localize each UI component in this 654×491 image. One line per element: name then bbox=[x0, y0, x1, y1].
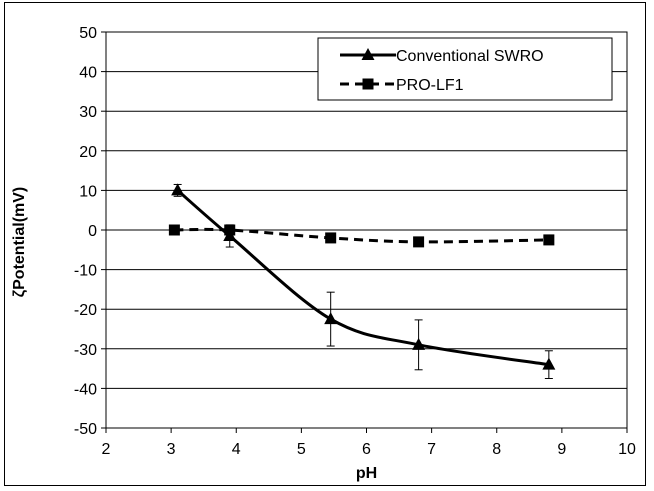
series-pro-lf1 bbox=[168, 224, 555, 248]
y-tick-label: -10 bbox=[74, 263, 97, 280]
x-tick-label: 4 bbox=[232, 441, 241, 458]
x-tick-label: 9 bbox=[557, 441, 566, 458]
y-tick-label: 0 bbox=[88, 223, 97, 240]
data-point bbox=[324, 312, 338, 325]
x-tick-label: 3 bbox=[167, 441, 176, 458]
data-point bbox=[543, 234, 555, 246]
data-point bbox=[412, 337, 426, 350]
data-point bbox=[171, 183, 185, 196]
y-tick-label: 50 bbox=[79, 25, 97, 42]
series-layer bbox=[168, 183, 556, 379]
legend-marker bbox=[361, 48, 375, 60]
tick-labels: 50 40 30 20 10 0 -10 -20 -30 -40 -50 2 3 4 5 6 7 8 9 10 bbox=[74, 25, 636, 458]
x-tick-label: 2 bbox=[102, 441, 111, 458]
y-tick-label: -50 bbox=[74, 421, 97, 438]
data-point bbox=[325, 232, 337, 244]
data-point bbox=[542, 357, 556, 370]
x-axis-title: pH bbox=[356, 465, 377, 482]
plot-area bbox=[105, 31, 628, 429]
y-tick-label: -40 bbox=[74, 381, 97, 398]
y-axis-title: ζPotential(mV) bbox=[11, 187, 28, 297]
legend-marker bbox=[362, 78, 374, 90]
y-tick-label: 10 bbox=[79, 183, 97, 200]
series-line bbox=[176, 189, 550, 367]
data-point bbox=[168, 224, 180, 236]
y-tick-label: 40 bbox=[79, 65, 97, 82]
series-line bbox=[174, 227, 549, 244]
x-tick-label: 8 bbox=[492, 441, 501, 458]
legend-label: Conventional SWRO bbox=[396, 48, 544, 65]
data-point bbox=[224, 224, 236, 236]
y-tick-label: 20 bbox=[79, 144, 97, 161]
y-tick-label: -30 bbox=[74, 342, 97, 359]
chart-frame bbox=[4, 2, 646, 486]
x-tick-label: 7 bbox=[427, 441, 436, 458]
legend-label: PRO-LF1 bbox=[396, 77, 464, 94]
y-tick-label: -20 bbox=[74, 302, 97, 319]
x-tick-label: 5 bbox=[297, 441, 306, 458]
data-point bbox=[413, 236, 425, 248]
y-tick-label: 30 bbox=[79, 104, 97, 121]
legend: Conventional SWRO PRO-LF1 bbox=[317, 37, 613, 101]
legend-box bbox=[317, 37, 613, 101]
x-tick-label: 10 bbox=[618, 441, 636, 458]
x-tick-label: 6 bbox=[362, 441, 371, 458]
